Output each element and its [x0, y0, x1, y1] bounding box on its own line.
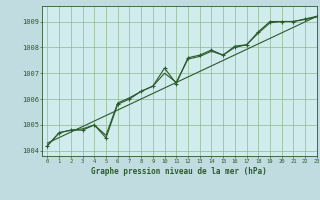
- X-axis label: Graphe pression niveau de la mer (hPa): Graphe pression niveau de la mer (hPa): [91, 167, 267, 176]
